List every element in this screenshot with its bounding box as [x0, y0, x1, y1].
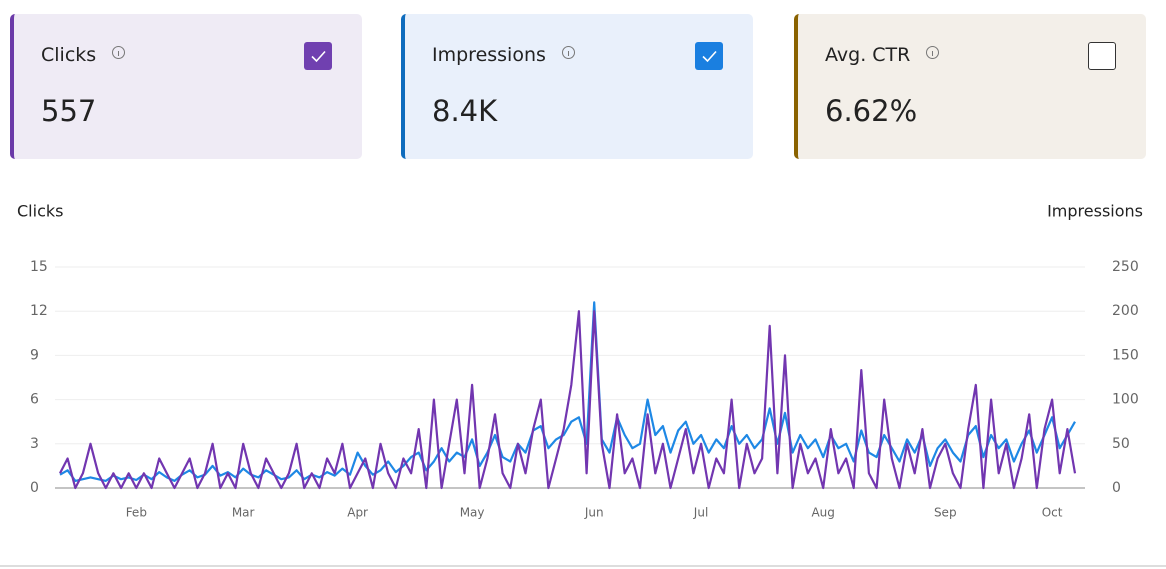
- checkmark: [311, 50, 326, 63]
- metric-value: 557: [41, 94, 97, 128]
- y2-tick-label: 250: [1112, 259, 1139, 275]
- series-line: [59, 310, 1077, 490]
- y-tick-label: 0: [30, 480, 39, 496]
- metric-label: Clicks: [41, 44, 126, 66]
- y2-tick-label: 50: [1112, 436, 1130, 452]
- metric-name: Impressions: [432, 44, 546, 66]
- metric-checkbox[interactable]: [695, 42, 723, 70]
- info-icon[interactable]: [561, 46, 575, 59]
- x-tick-label: Feb: [126, 506, 147, 520]
- y2-tick-label: 100: [1112, 392, 1139, 408]
- x-tick-label: Apr: [347, 506, 368, 520]
- metric-card: Avg. CTR 6.62%: [794, 14, 1146, 159]
- info-icon[interactable]: [112, 46, 126, 59]
- metric-label: Impressions: [432, 44, 575, 66]
- metric-value: 8.4K: [432, 94, 498, 128]
- y-tick-label: 6: [30, 392, 39, 408]
- x-tick-label: Aug: [811, 506, 834, 520]
- y2-axis-title: Impressions: [1047, 202, 1143, 221]
- metric-value: 6.62%: [825, 94, 918, 128]
- y-tick-label: 12: [30, 303, 48, 319]
- info-icon[interactable]: [926, 46, 940, 59]
- series-line: [59, 301, 1076, 482]
- y-axis-title: Clicks: [17, 202, 63, 221]
- x-tick-label: Jul: [693, 506, 708, 520]
- metric-card: Clicks 557: [10, 14, 362, 159]
- metric-checkbox[interactable]: [1088, 42, 1116, 70]
- metric-name: Avg. CTR: [825, 44, 911, 66]
- metric-name: Clicks: [41, 44, 97, 66]
- metric-card: Impressions 8.4K: [401, 14, 753, 159]
- y2-tick-label: 200: [1112, 303, 1139, 319]
- metric-label: Avg. CTR: [825, 44, 940, 66]
- y-tick-label: 9: [30, 347, 39, 363]
- y-tick-label: 15: [30, 259, 48, 275]
- x-tick-label: Jun: [584, 506, 604, 520]
- metric-checkbox[interactable]: [304, 42, 332, 70]
- x-tick-label: May: [460, 506, 485, 520]
- checkmark: [702, 50, 717, 63]
- x-tick-label: Mar: [232, 506, 255, 520]
- y2-tick-label: 150: [1112, 347, 1139, 363]
- x-tick-label: Oct: [1042, 506, 1063, 520]
- y-tick-label: 3: [30, 436, 39, 452]
- y2-tick-label: 0: [1112, 480, 1121, 496]
- x-tick-label: Sep: [934, 506, 957, 520]
